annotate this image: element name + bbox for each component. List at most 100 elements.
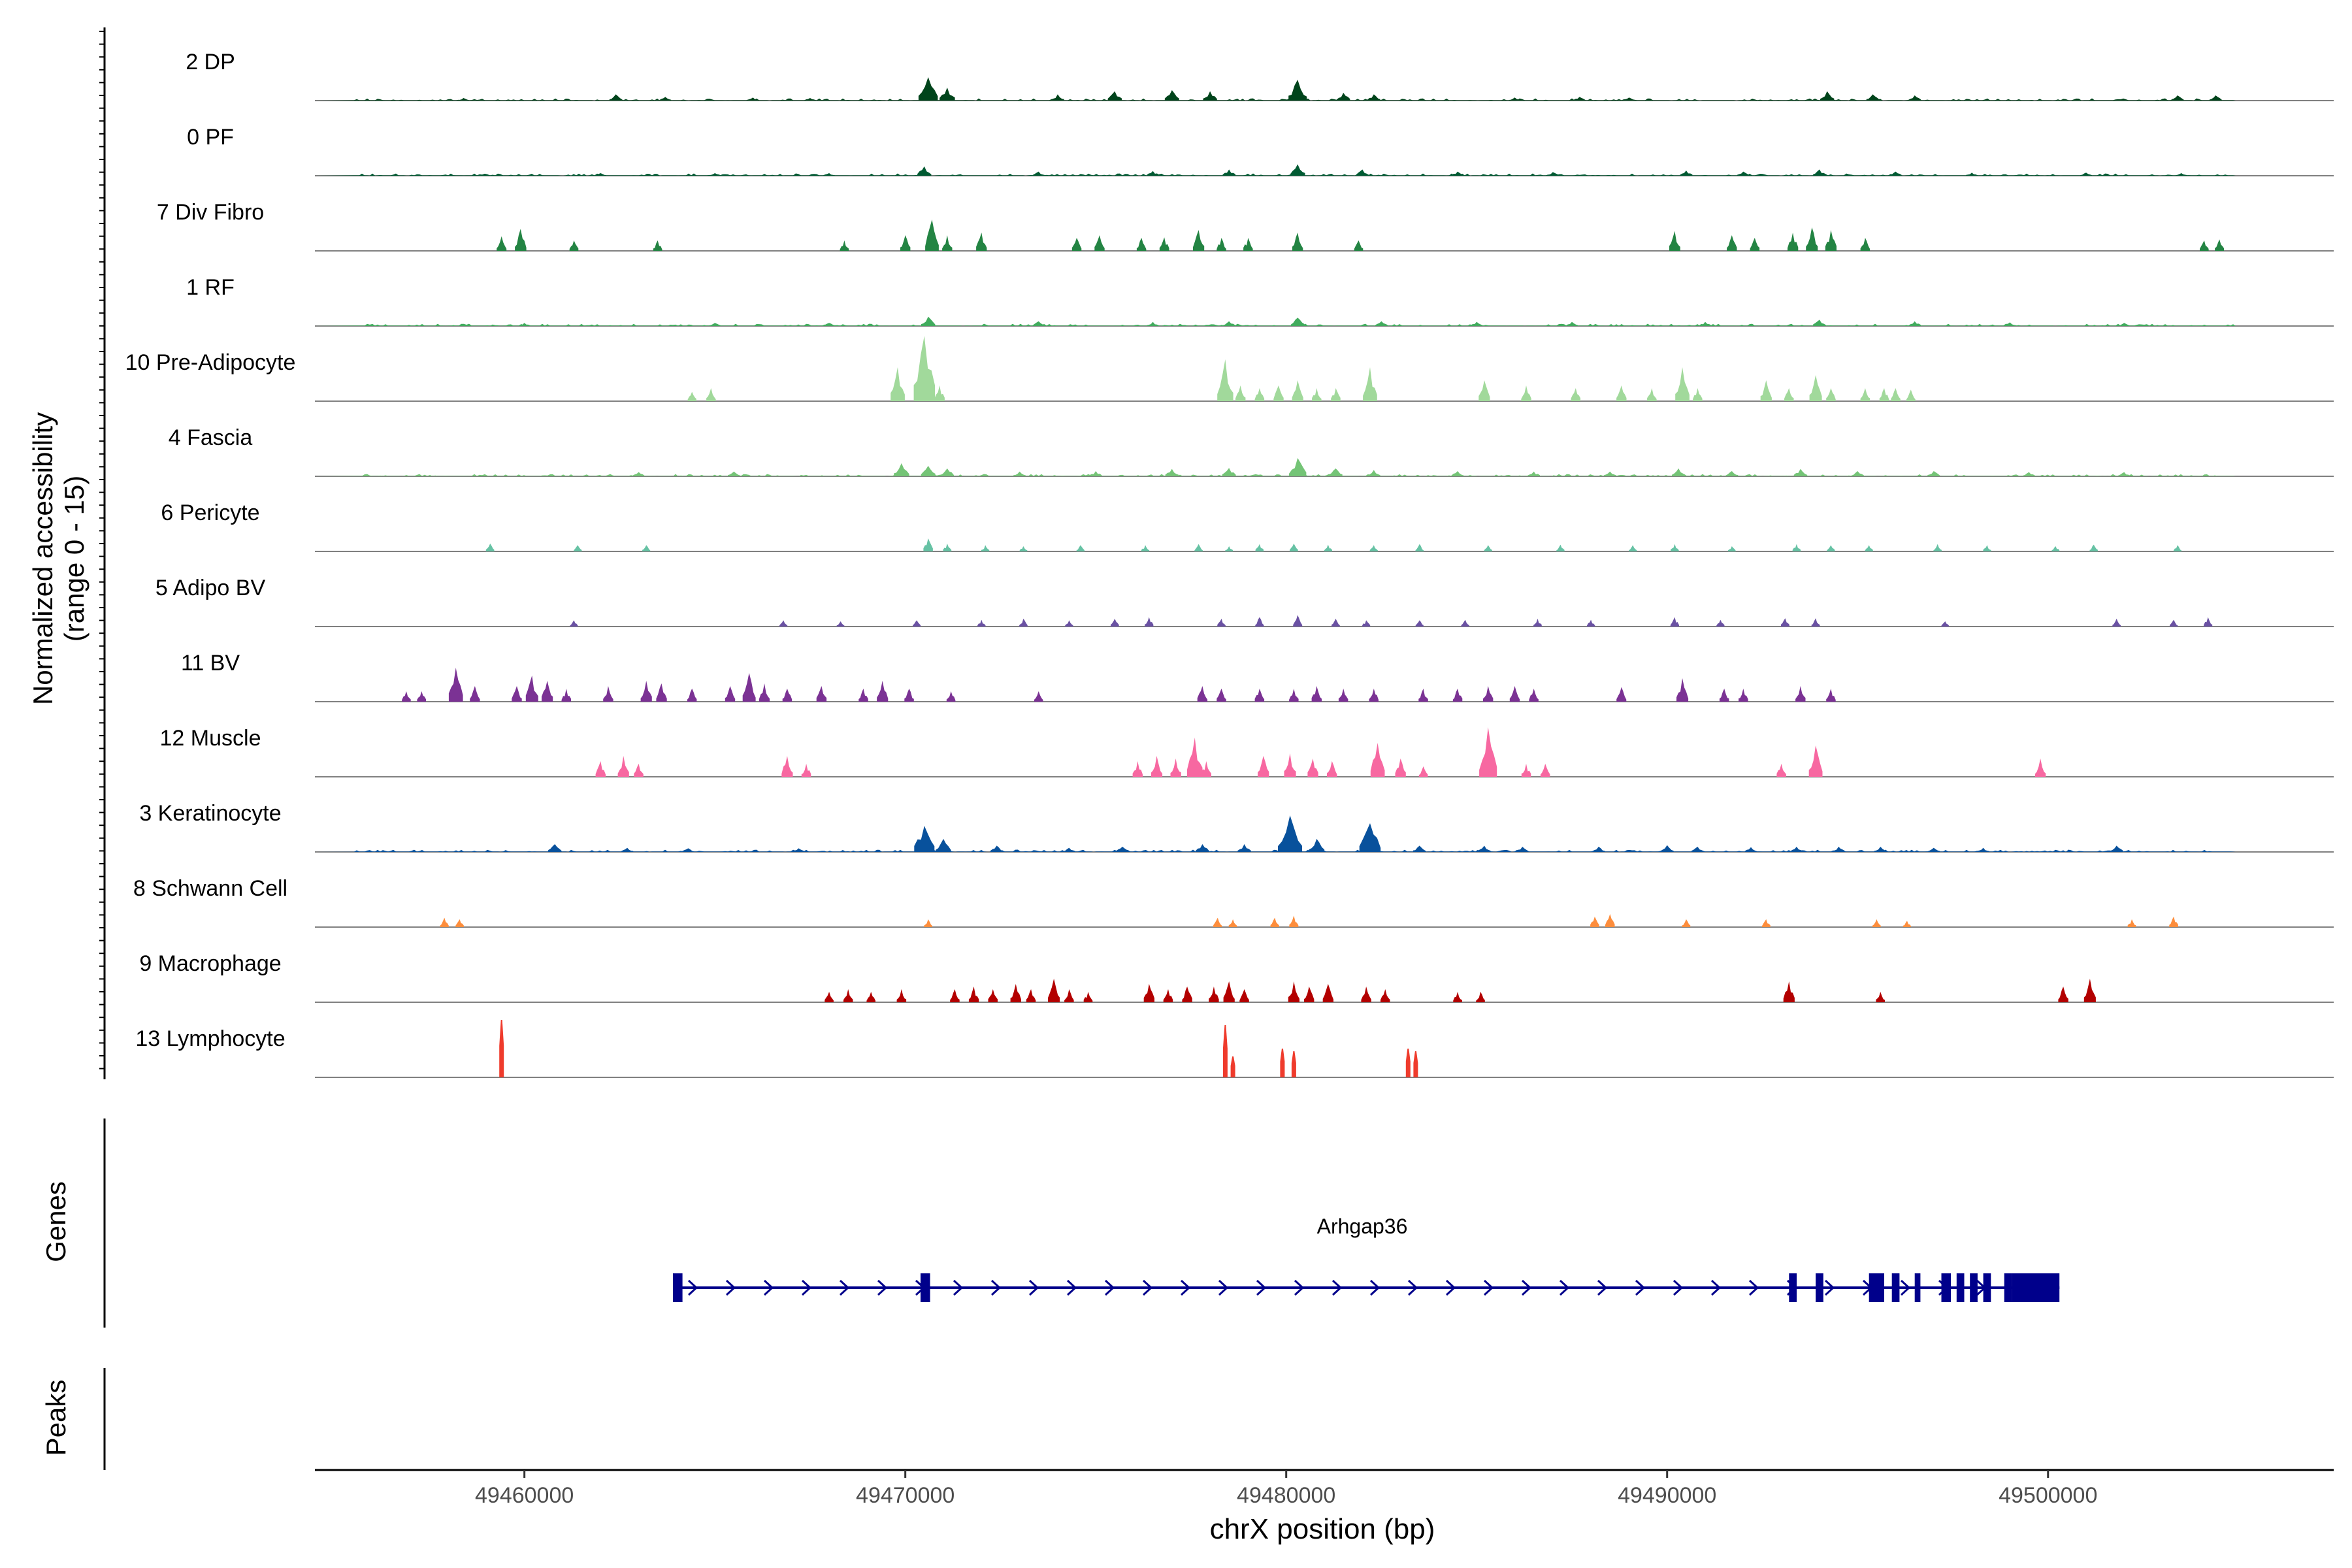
exon (673, 1273, 683, 1302)
coverage-peak (1222, 169, 1235, 176)
coverage-peak (1255, 544, 1264, 551)
coverage-peak (1019, 546, 1028, 551)
coverage-peak (1891, 388, 1901, 401)
coverage-peak (1048, 979, 1060, 1002)
coverage-peak (1565, 321, 1578, 326)
coverage-peak (1716, 619, 1725, 627)
coverage-peak (1699, 321, 1712, 326)
coverage-peak (515, 229, 527, 251)
strand-arrow (1748, 1279, 1759, 1296)
coverage-peak (1813, 319, 1826, 326)
gene-name-label: Arhgap36 (1317, 1215, 1408, 1238)
coverage-peak (653, 240, 662, 251)
coverage-peak (1143, 984, 1154, 1002)
coverage-peak (2004, 322, 2016, 326)
coverage-peak (1516, 847, 1529, 852)
track-2: 0 PF (187, 125, 2334, 176)
coverage-peak (1363, 367, 1377, 401)
track-label: 9 Macrophage (139, 951, 281, 976)
coverage-peak (1217, 689, 1226, 702)
coverage-peak (1164, 90, 1179, 101)
coverage-peak (687, 391, 696, 401)
coverage-peak (923, 538, 933, 551)
exon (921, 1273, 930, 1302)
coverage-peak (1546, 172, 1559, 176)
coverage-peak (640, 681, 652, 702)
coverage-peak (1223, 981, 1235, 1002)
coverage-peak (2118, 472, 2131, 476)
coverage-peak (1147, 171, 1159, 176)
coverage-peak (934, 385, 945, 401)
strand-arrow (1407, 1279, 1418, 1296)
coverage-peak (1806, 227, 1818, 251)
coverage-peak (1527, 471, 1540, 476)
coverage-peak (1116, 847, 1129, 852)
coverage-peak (1908, 321, 1921, 326)
coverage-peak (747, 97, 759, 101)
coverage-peak (1781, 618, 1789, 627)
track-label: 11 BV (181, 651, 240, 676)
coverage-peak (1258, 756, 1269, 777)
track-4: 1 RF (186, 275, 2334, 327)
coverage-peak (779, 620, 788, 627)
y-axis-subtitle: (range 0 - 15) (59, 476, 90, 642)
coverage-peak (2171, 95, 2184, 101)
coverage-peak (512, 686, 522, 702)
coverage-peak (1327, 761, 1337, 777)
coverage-peak (946, 691, 956, 702)
coverage-peak (1874, 847, 1887, 852)
strand-arrow (1104, 1279, 1115, 1296)
coverage-peak (1586, 619, 1595, 627)
coverage-peak (1737, 171, 1750, 176)
coverage-peak (1788, 233, 1799, 251)
coverage-tracks: 2 DP 0 PF 7 Div Fibro 1 RF 10 Pre-Adipocyte 4… (125, 50, 2334, 1078)
track-label: 1 RF (186, 275, 235, 300)
coverage-peak (2112, 619, 2121, 627)
coverage-peak (1196, 844, 1209, 852)
coverage-peak (1013, 471, 1026, 476)
coverage-peak (990, 845, 1004, 852)
coverage-peak (921, 316, 936, 326)
coverage-peak (1307, 759, 1318, 777)
coverage-peak (603, 686, 613, 702)
strand-arrow (1597, 1279, 1608, 1296)
track-13: 9 Macrophage (139, 951, 2334, 1003)
coverage-peak (823, 323, 835, 326)
coverage-peak (1369, 545, 1378, 551)
coverage-peak (632, 472, 645, 476)
track-label: 3 Keratinocyte (139, 801, 281, 826)
coverage-peak (1760, 380, 1772, 401)
coverage-peak (1405, 1049, 1411, 1077)
coverage-peak (570, 620, 578, 627)
coverage-peak (1280, 1049, 1285, 1077)
coverage-peak (1908, 95, 1921, 101)
coverage-peak (1065, 620, 1073, 627)
coverage-peak (687, 689, 697, 702)
coverage-peak (2080, 172, 2092, 176)
strand-arrow (725, 1279, 736, 1296)
coverage-peak (2215, 239, 2225, 251)
coverage-peak (894, 463, 909, 476)
coverage-peak (1966, 172, 1978, 176)
coverage-peak (939, 88, 955, 101)
strand-arrow (990, 1279, 1002, 1296)
coverage-peak (1484, 545, 1492, 551)
coverage-peak (2173, 545, 2181, 551)
coverage-peak (1324, 544, 1332, 551)
coverage-peak (1521, 764, 1531, 777)
coverage-peak (1533, 619, 1542, 627)
coverage-peak (642, 545, 651, 551)
strand-arrow (801, 1279, 812, 1296)
x-axis-tick-label: 49460000 (475, 1483, 574, 1508)
coverage-peak (1194, 544, 1203, 551)
coverage-peak (1217, 359, 1233, 401)
coverage-peak (709, 173, 721, 176)
coverage-peak (1669, 231, 1680, 251)
strand-arrow (839, 1279, 850, 1296)
coverage-peak (1623, 97, 1635, 101)
coverage-peak (440, 917, 449, 927)
coverage-peak (1605, 914, 1615, 927)
coverage-peak (877, 681, 889, 702)
exon (2004, 1273, 2012, 1302)
coverage-peak (1094, 235, 1105, 251)
